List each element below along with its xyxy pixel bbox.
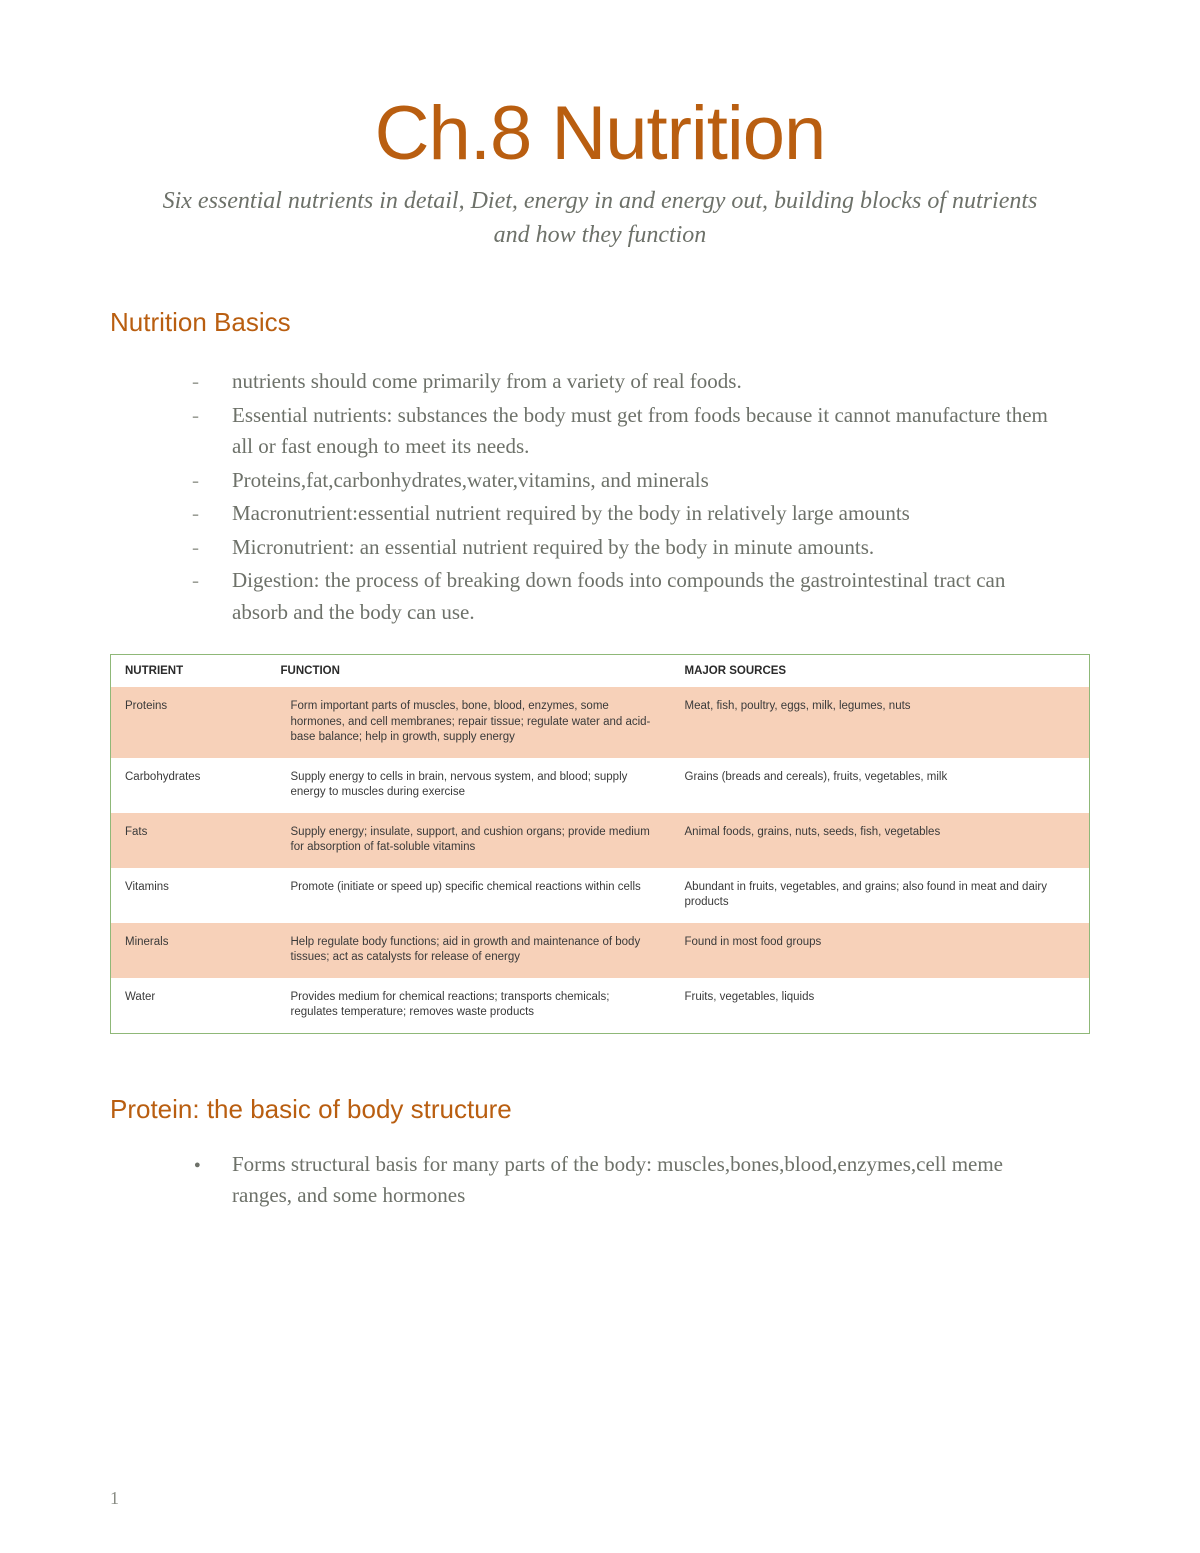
- cell-nutrient: Water: [111, 978, 261, 1034]
- table-header-nutrient: NUTRIENT: [111, 655, 261, 688]
- section-heading-protein: Protein: the basic of body structure: [110, 1094, 1090, 1125]
- table-row: Minerals Help regulate body functions; a…: [111, 923, 1090, 978]
- cell-function: Provides medium for chemical reactions; …: [261, 978, 671, 1034]
- table-row: Proteins Form important parts of muscles…: [111, 687, 1090, 758]
- cell-nutrient: Vitamins: [111, 868, 261, 923]
- nutrition-basics-list: nutrients should come primarily from a v…: [192, 366, 1060, 628]
- table-header-sources: MAJOR SOURCES: [671, 655, 1090, 688]
- page-title: Ch.8 Nutrition: [110, 90, 1090, 177]
- cell-nutrient: Carbohydrates: [111, 758, 261, 813]
- list-item: nutrients should come primarily from a v…: [192, 366, 1060, 398]
- cell-sources: Grains (breads and cereals), fruits, veg…: [671, 758, 1090, 813]
- protein-list: Forms structural basis for many parts of…: [192, 1149, 1060, 1212]
- table-header-row: NUTRIENT FUNCTION MAJOR SOURCES: [111, 655, 1090, 688]
- table-row: Water Provides medium for chemical react…: [111, 978, 1090, 1034]
- cell-function: Form important parts of muscles, bone, b…: [261, 687, 671, 758]
- table-header-function: FUNCTION: [261, 655, 671, 688]
- cell-nutrient: Proteins: [111, 687, 261, 758]
- cell-sources: Meat, fish, poultry, eggs, milk, legumes…: [671, 687, 1090, 758]
- cell-function: Promote (initiate or speed up) specific …: [261, 868, 671, 923]
- table-row: Fats Supply energy; insulate, support, a…: [111, 813, 1090, 868]
- list-item: Proteins,fat,carbonhydrates,water,vitami…: [192, 465, 1060, 497]
- cell-function: Supply energy to cells in brain, nervous…: [261, 758, 671, 813]
- page-number: 1: [110, 1488, 119, 1509]
- nutrient-table: NUTRIENT FUNCTION MAJOR SOURCES Proteins…: [110, 654, 1090, 1034]
- table-row: Vitamins Promote (initiate or speed up) …: [111, 868, 1090, 923]
- cell-sources: Animal foods, grains, nuts, seeds, fish,…: [671, 813, 1090, 868]
- list-item: Forms structural basis for many parts of…: [192, 1149, 1060, 1212]
- cell-sources: Fruits, vegetables, liquids: [671, 978, 1090, 1034]
- section-heading-nutrition-basics: Nutrition Basics: [110, 307, 1090, 338]
- page-subtitle: Six essential nutrients in detail, Diet,…: [145, 185, 1055, 252]
- cell-nutrient: Fats: [111, 813, 261, 868]
- table-row: Carbohydrates Supply energy to cells in …: [111, 758, 1090, 813]
- cell-nutrient: Minerals: [111, 923, 261, 978]
- cell-sources: Found in most food groups: [671, 923, 1090, 978]
- cell-sources: Abundant in fruits, vegetables, and grai…: [671, 868, 1090, 923]
- nutrition-basics-section: Nutrition Basics nutrients should come p…: [110, 307, 1090, 1034]
- list-item: Digestion: the process of breaking down …: [192, 565, 1060, 628]
- cell-function: Supply energy; insulate, support, and cu…: [261, 813, 671, 868]
- list-item: Macronutrient:essential nutrient require…: [192, 498, 1060, 530]
- protein-section: Protein: the basic of body structure For…: [110, 1094, 1090, 1212]
- list-item: Micronutrient: an essential nutrient req…: [192, 532, 1060, 564]
- list-item: Essential nutrients: substances the body…: [192, 400, 1060, 463]
- cell-function: Help regulate body functions; aid in gro…: [261, 923, 671, 978]
